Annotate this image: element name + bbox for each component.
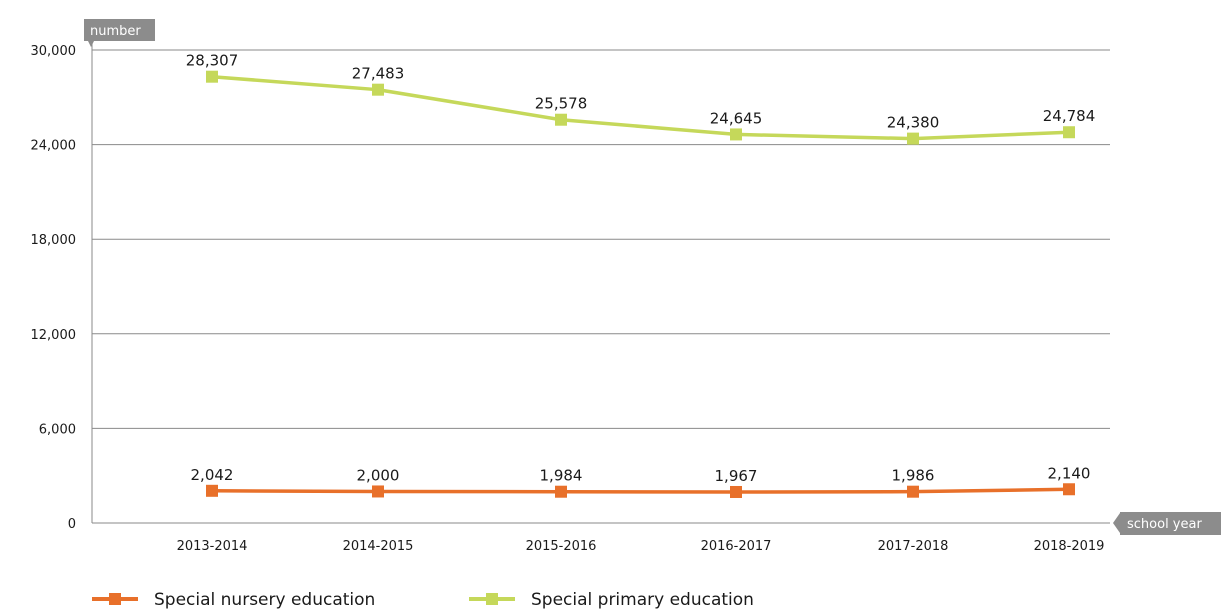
data-label: 2,000 bbox=[357, 466, 400, 484]
data-point-marker bbox=[730, 485, 742, 498]
grid-lines bbox=[92, 49, 1110, 429]
y-tick-label: 30,000 bbox=[31, 44, 77, 59]
x-axis-tag-box bbox=[1120, 512, 1221, 535]
x-axis-label: school year bbox=[1127, 517, 1202, 532]
data-label: 24,380 bbox=[887, 114, 940, 132]
axis-tags: number school year bbox=[84, 19, 1221, 535]
y-tick-label: 18,000 bbox=[31, 233, 77, 248]
data-label: 28,307 bbox=[186, 52, 239, 70]
data-point-marker bbox=[372, 485, 384, 498]
data-label: 24,645 bbox=[710, 109, 763, 127]
data-label: 24,784 bbox=[1043, 107, 1096, 125]
data-label: 1,984 bbox=[540, 467, 583, 485]
y-tick-label: 6,000 bbox=[39, 422, 76, 437]
data-point-marker bbox=[372, 83, 384, 96]
data-point-marker bbox=[730, 128, 742, 141]
y-tick-label: 0 bbox=[68, 517, 76, 532]
y-tick-labels: 0 6,000 12,000 18,000 24,000 30,000 bbox=[31, 44, 77, 532]
data-point-marker bbox=[907, 132, 919, 145]
x-tick-label: 2015-2016 bbox=[526, 539, 597, 554]
x-tick-label: 2016-2017 bbox=[701, 539, 772, 554]
legend-label: Special nursery education bbox=[154, 590, 375, 609]
data-label: 27,483 bbox=[352, 65, 405, 83]
data-point-marker bbox=[206, 70, 218, 83]
data-point-marker bbox=[907, 485, 919, 498]
x-tick-labels: 2013-2014 2014-2015 2015-2016 2016-2017 2017… bbox=[177, 539, 1105, 554]
legend: Special nursery education Special primary… bbox=[92, 590, 754, 609]
y-axis-label: number bbox=[90, 24, 141, 39]
series bbox=[206, 70, 1075, 498]
x-axis-tag-pointer bbox=[1113, 513, 1120, 533]
data-label: 2,042 bbox=[191, 466, 234, 484]
data-point-marker bbox=[555, 113, 567, 126]
series-line-nursery bbox=[211, 487, 1070, 494]
x-tick-label: 2013-2014 bbox=[177, 539, 248, 554]
data-label: 1,967 bbox=[715, 467, 758, 485]
y-axis-tag-box bbox=[84, 19, 155, 41]
series-line-primary bbox=[211, 74, 1070, 141]
y-axis-tag-pointer bbox=[88, 41, 94, 47]
data-point-marker bbox=[1063, 483, 1075, 496]
data-label: 2,140 bbox=[1048, 464, 1091, 482]
data-point-marker bbox=[206, 484, 218, 497]
legend-marker-swatch bbox=[109, 593, 121, 605]
data-point-marker bbox=[555, 485, 567, 498]
y-tick-label: 12,000 bbox=[31, 328, 77, 343]
data-label: 25,578 bbox=[535, 95, 588, 113]
data-label: 1,986 bbox=[892, 467, 935, 485]
data-labels: 2,042 2,000 1,984 1,967 1,986 2,140 28,307 27,4… bbox=[186, 52, 1096, 485]
legend-marker-swatch bbox=[486, 593, 498, 605]
x-tick-label: 2017-2018 bbox=[878, 539, 949, 554]
y-tick-label: 24,000 bbox=[31, 139, 77, 154]
axes bbox=[91, 40, 1110, 524]
x-tick-label: 2014-2015 bbox=[343, 539, 414, 554]
data-point-marker bbox=[1063, 126, 1075, 139]
x-tick-label: 2018-2019 bbox=[1034, 539, 1105, 554]
legend-label: Special primary education bbox=[531, 590, 754, 609]
